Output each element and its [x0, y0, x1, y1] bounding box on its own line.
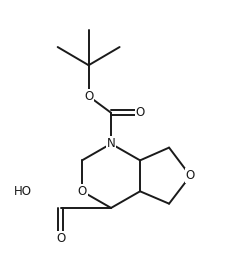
Text: O: O	[185, 169, 194, 182]
Text: O: O	[135, 106, 144, 119]
Text: O: O	[77, 185, 86, 198]
Text: N: N	[106, 137, 115, 150]
Text: O: O	[56, 232, 65, 245]
Text: HO: HO	[14, 185, 32, 198]
Text: O: O	[84, 90, 93, 103]
